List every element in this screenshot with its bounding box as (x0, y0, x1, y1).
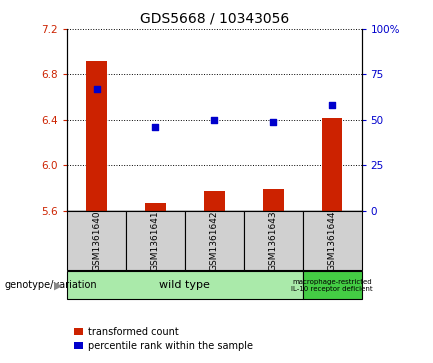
Point (329, 102, 336, 108)
Point (152, 124, 159, 130)
Text: GSM1361640: GSM1361640 (92, 210, 101, 271)
Bar (86, 61, 107, 211)
Title: GDS5668 / 10343056: GDS5668 / 10343056 (140, 11, 289, 25)
Text: GSM1361643: GSM1361643 (269, 210, 278, 271)
Point (93, 86, 100, 92)
Text: genotype/variation: genotype/variation (4, 280, 97, 290)
Legend: transformed count, percentile rank within the sample: transformed count, percentile rank withi… (70, 323, 257, 355)
Text: GSM1361641: GSM1361641 (151, 210, 160, 271)
Point (270, 119, 277, 125)
Bar (67, 271, 303, 299)
Point (211, 117, 218, 123)
Text: GSM1361644: GSM1361644 (328, 210, 336, 271)
Bar (185, 211, 244, 270)
Bar (303, 271, 362, 299)
Bar (204, 191, 225, 211)
Bar (263, 189, 284, 211)
Bar (244, 211, 303, 270)
Text: ▶: ▶ (54, 280, 63, 290)
Text: GSM1361642: GSM1361642 (210, 210, 219, 271)
Bar (322, 118, 343, 211)
Bar (126, 211, 185, 270)
Text: wild type: wild type (159, 280, 210, 290)
Bar (145, 203, 166, 211)
Bar (67, 211, 126, 270)
Bar (303, 211, 362, 270)
Text: macrophage-restricted
IL-10 receptor deficient: macrophage-restricted IL-10 receptor def… (291, 278, 373, 292)
